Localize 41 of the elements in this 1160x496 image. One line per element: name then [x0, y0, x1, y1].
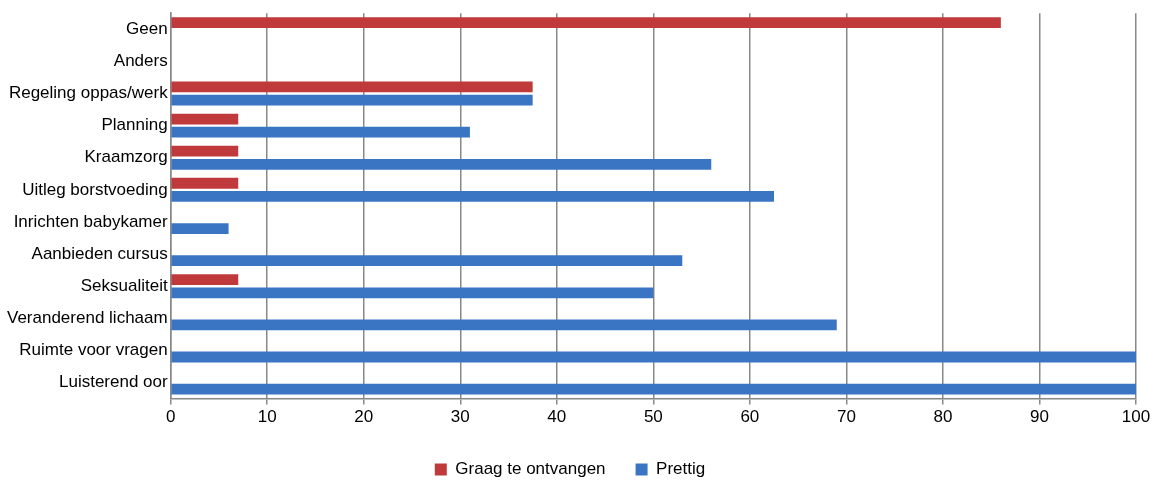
- x-tick-label: 30: [450, 407, 470, 427]
- x-tick-label: 70: [836, 407, 856, 427]
- bar: [171, 255, 683, 267]
- x-tick-label: 10: [257, 407, 277, 427]
- y-tick-label: Anders: [113, 51, 168, 71]
- y-tick-label: Inrichten babykamer: [13, 211, 168, 231]
- x-tick-label: 40: [547, 407, 567, 427]
- x-tick-label: 0: [165, 407, 176, 427]
- x-tick-label: 20: [354, 407, 374, 427]
- bar: [171, 287, 654, 299]
- bar: [171, 274, 239, 286]
- bar: [171, 351, 1136, 363]
- legend-label: Graag te ontvangen: [455, 459, 606, 479]
- bar: [171, 177, 239, 189]
- y-tick-label: Geen: [126, 18, 168, 38]
- x-tick-label: 80: [933, 407, 953, 427]
- bar: [171, 319, 837, 331]
- bar: [171, 94, 533, 106]
- bar: [171, 191, 774, 202]
- bar: [171, 145, 239, 157]
- bar: [171, 126, 470, 138]
- legend-label: Prettig: [656, 459, 706, 479]
- x-tick-label: 100: [1121, 407, 1151, 427]
- y-tick-label: Veranderend lichaam: [6, 308, 168, 327]
- y-tick-label: Aanbieden cursus: [31, 243, 168, 263]
- bar: [171, 383, 1136, 395]
- y-tick-label: Luisterend oor: [58, 372, 168, 392]
- bar: [171, 113, 239, 125]
- x-tick-label: 50: [643, 407, 663, 427]
- y-tick-label: Uitleg borstvoeding: [22, 179, 168, 199]
- y-tick-label: Kraamzorg: [84, 147, 168, 167]
- y-tick-label: Seksualiteit: [80, 275, 168, 295]
- bar: [171, 158, 712, 170]
- y-tick-label: Regeling oppas/werk: [8, 83, 169, 103]
- bar: [171, 223, 229, 234]
- bar: [171, 81, 533, 93]
- x-tick-label: 60: [740, 407, 760, 427]
- x-tick-label: 90: [1030, 407, 1049, 427]
- y-tick-label: Planning: [101, 115, 168, 135]
- bar: [171, 17, 1001, 29]
- y-tick-label: Ruimte voor vragen: [19, 340, 168, 360]
